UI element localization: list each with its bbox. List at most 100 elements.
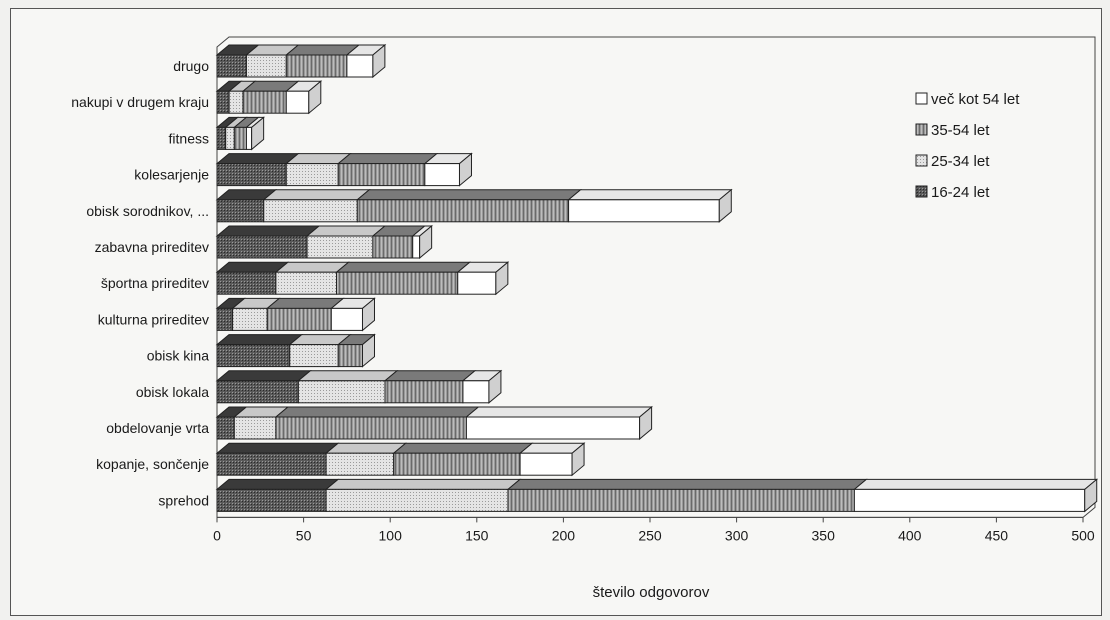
bar-end-face xyxy=(488,369,502,404)
bar-top-face xyxy=(335,261,472,273)
bar-end-face xyxy=(639,405,653,441)
bar-segment xyxy=(356,199,570,223)
bar-segment xyxy=(228,90,244,114)
bar-segment xyxy=(216,90,230,114)
bar-segment xyxy=(216,271,277,295)
bar-segment xyxy=(289,344,339,368)
bar-row xyxy=(215,442,586,477)
legend: več kot 54 let 35-54 let 25-34 let 16-24 le… xyxy=(915,91,1020,201)
bar-row xyxy=(215,478,1099,513)
bar-segment xyxy=(325,488,509,512)
bar-segment xyxy=(216,380,299,404)
bar-segment xyxy=(233,416,277,440)
bar-segment xyxy=(216,235,308,259)
chart-frame: drugo nakupi v drugem kraju fitness kolesar… xyxy=(10,8,1102,616)
bar-segment xyxy=(285,90,310,114)
bar-segment xyxy=(266,307,332,331)
category-label: kopanje, sončenje xyxy=(96,456,209,472)
bar-row xyxy=(215,43,387,79)
bar-segment xyxy=(242,90,287,114)
bar-segment xyxy=(393,452,521,476)
bar-top-face xyxy=(215,334,304,346)
bar-top-face xyxy=(324,478,522,490)
x-tick-label: 300 xyxy=(725,527,749,543)
bar-top-face xyxy=(274,406,480,418)
legend-label: več kot 54 let xyxy=(931,91,1020,108)
legend-swatch xyxy=(915,123,928,136)
bar-segment xyxy=(275,271,338,295)
bar-end-face xyxy=(361,297,375,332)
category-label: zabavna prireditev xyxy=(95,239,209,255)
category-label: obisk sorodnikov, ... xyxy=(86,203,209,219)
legend-swatch xyxy=(915,185,928,198)
legend-label: 25-34 let xyxy=(931,153,990,170)
bar-segment xyxy=(325,452,395,476)
bar-row xyxy=(215,224,434,260)
bar-end-face xyxy=(251,116,265,151)
bar-row xyxy=(215,261,510,296)
bar-segment xyxy=(216,452,327,476)
bar-row xyxy=(215,297,376,332)
bar-end-face xyxy=(361,333,375,368)
x-tick-label: 400 xyxy=(898,527,922,543)
bar-end-face xyxy=(1084,478,1098,513)
bar-top-face xyxy=(324,442,408,454)
bar-row xyxy=(215,152,473,187)
bar-segment xyxy=(285,163,339,187)
x-axis-title: število odgovorov xyxy=(593,584,710,601)
legend-label: 35-54 let xyxy=(931,122,990,139)
x-tick-label: 450 xyxy=(985,527,1009,543)
bar-segment xyxy=(275,416,467,440)
bar-top-face xyxy=(336,153,439,165)
bar-segment xyxy=(457,271,497,295)
category-label: obdelovanje vrta xyxy=(106,420,209,436)
bar-segment xyxy=(263,199,358,223)
stacked-bar-chart: drugo nakupi v drugem kraju fitness kolesar… xyxy=(71,36,1099,601)
bar-segment xyxy=(330,307,363,331)
legend-label: 16-24 let xyxy=(931,184,990,201)
bar-top-face xyxy=(465,406,653,418)
x-tick-label: 150 xyxy=(465,527,489,543)
bar-top-face xyxy=(383,370,477,382)
bar-end-face xyxy=(419,224,433,260)
bar-top-face xyxy=(215,153,300,165)
bar-segment xyxy=(245,54,287,78)
bar-segment xyxy=(346,54,374,78)
bar-segment xyxy=(462,380,490,404)
x-axis-ticks: 0 50 100 150 200 250 300 350 400 450 500 xyxy=(213,517,1095,543)
bar-segment xyxy=(216,126,227,150)
bar-segment xyxy=(337,344,363,368)
category-label: obisk lokala xyxy=(136,384,209,400)
bar-segment xyxy=(306,235,374,259)
bar-segment xyxy=(232,307,268,331)
bar-top-face xyxy=(506,478,868,490)
bar-row xyxy=(215,116,266,151)
bar-segment xyxy=(216,54,247,78)
bar-segment xyxy=(233,126,247,150)
category-label: športna prireditev xyxy=(101,275,209,291)
bar-segment xyxy=(412,235,421,259)
category-label: kulturna prireditev xyxy=(98,311,209,327)
bar-segment xyxy=(568,199,720,223)
x-tick-label: 0 xyxy=(213,527,221,543)
bar-top-face xyxy=(265,297,345,309)
bar-top-face xyxy=(215,225,321,237)
bar-segment xyxy=(337,163,426,187)
category-label: sprehod xyxy=(158,492,209,508)
bar-segment xyxy=(216,199,265,223)
category-label: nakupi v drugem kraju xyxy=(71,94,209,110)
bar-segment xyxy=(519,452,573,476)
bar-segment xyxy=(245,126,253,150)
bar-row xyxy=(215,188,733,223)
x-tick-label: 100 xyxy=(379,527,403,543)
x-tick-label: 500 xyxy=(1071,527,1095,543)
bar-end-face xyxy=(372,43,386,79)
x-tick-label: 250 xyxy=(638,527,662,543)
x-tick-label: 350 xyxy=(812,527,836,543)
bar-segment xyxy=(297,380,386,404)
bar-end-face xyxy=(458,152,472,187)
bar-segment xyxy=(216,163,287,187)
bar-segment xyxy=(285,54,348,78)
bar-end-face xyxy=(718,188,732,223)
x-tick-label: 200 xyxy=(552,527,576,543)
